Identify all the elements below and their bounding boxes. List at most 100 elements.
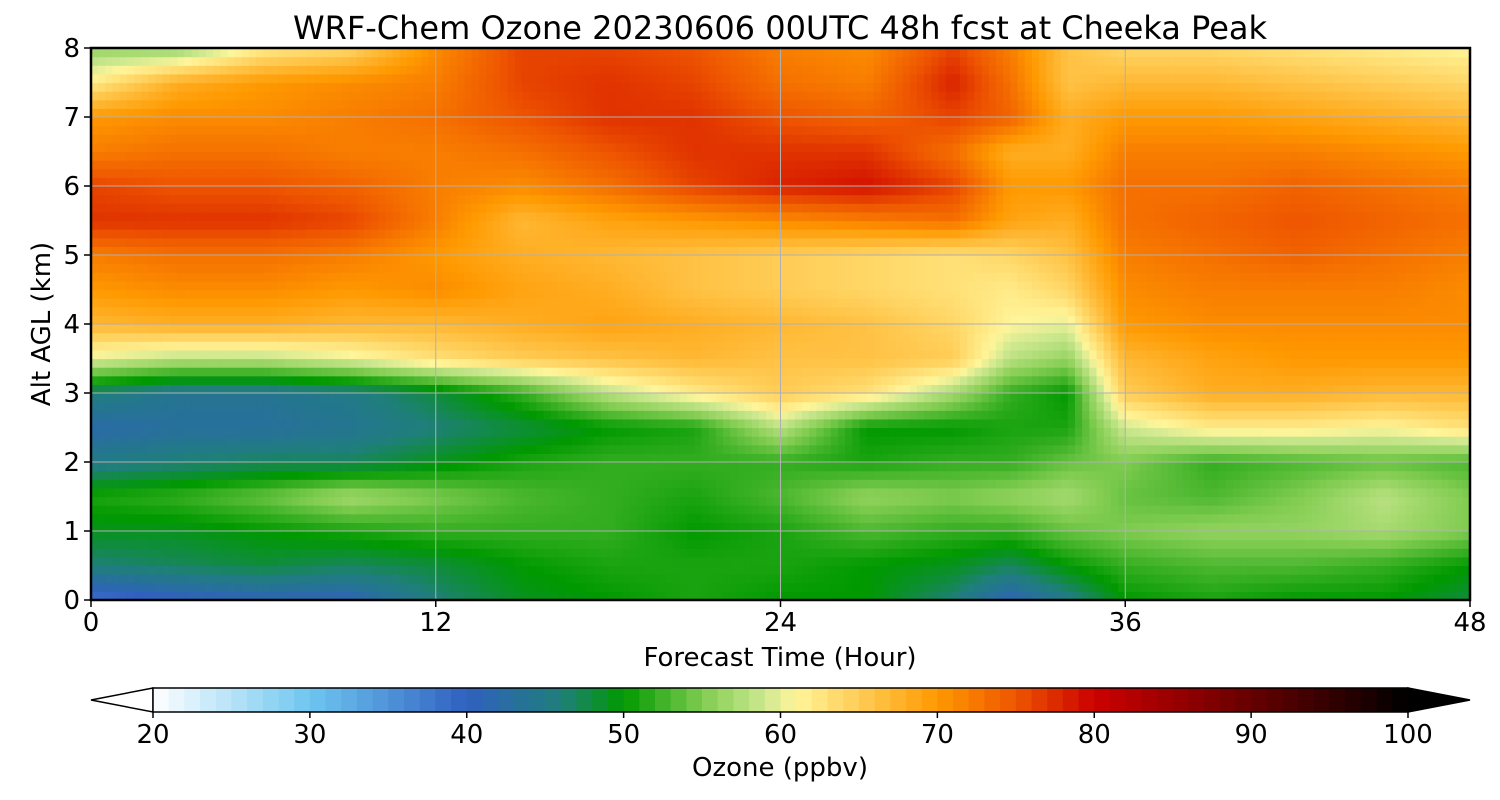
heatmap-cell (586, 349, 595, 360)
heatmap-cell (486, 168, 494, 178)
heatmap-cell (636, 496, 645, 506)
heatmap-cell (608, 203, 616, 213)
heatmap-cell (191, 315, 200, 325)
heatmap-cell (392, 263, 401, 273)
heatmap-cell (392, 444, 401, 454)
heatmap-cell (600, 108, 609, 118)
heatmap-cell (557, 194, 566, 204)
heatmap-cell (284, 65, 293, 75)
heatmap-cell (464, 99, 473, 109)
heatmap-cell (486, 367, 494, 377)
heatmap-cell (170, 556, 178, 567)
heatmap-cell (557, 582, 566, 592)
heatmap-cell (493, 255, 501, 265)
heatmap-cell (184, 444, 193, 454)
heatmap-cell (471, 211, 480, 222)
heatmap-cell (263, 418, 272, 429)
heatmap-cell (105, 574, 114, 584)
heatmap-cell (464, 565, 473, 575)
heatmap-cell (126, 306, 135, 316)
heatmap-cell (493, 108, 501, 118)
heatmap-cell (636, 479, 645, 489)
heatmap-cell (313, 358, 322, 368)
heatmap-cell (256, 211, 264, 222)
heatmap-cell (170, 315, 178, 325)
heatmap-cell (363, 220, 372, 230)
heatmap-cell (636, 151, 645, 161)
heatmap-cell (478, 393, 487, 403)
heatmap-cell (565, 194, 573, 204)
heatmap-cell (385, 418, 394, 429)
heatmap-cell (170, 453, 178, 463)
heatmap-cell (608, 453, 616, 463)
heatmap-cell (600, 211, 609, 222)
heatmap-cell (565, 341, 573, 351)
heatmap-cell (407, 246, 415, 256)
heatmap-cell (335, 220, 343, 230)
heatmap-cell (385, 410, 394, 420)
heatmap-cell (500, 229, 509, 239)
heatmap-cell (600, 565, 609, 575)
heatmap-cell (471, 229, 480, 239)
heatmap-cell (306, 574, 315, 584)
heatmap-cell (328, 289, 336, 299)
heatmap-cell (550, 427, 559, 437)
heatmap-cell (521, 91, 530, 101)
heatmap-cell (464, 548, 473, 558)
heatmap-cell (227, 574, 236, 584)
heatmap-cell (299, 341, 308, 351)
heatmap-cell (457, 160, 466, 170)
heatmap-cell (148, 384, 157, 394)
heatmap-cell (249, 289, 257, 299)
heatmap-cell (471, 125, 480, 135)
heatmap-cell (536, 401, 545, 411)
heatmap-cell (392, 479, 401, 489)
heatmap-cell (493, 556, 501, 567)
heatmap-cell (536, 565, 545, 575)
heatmap-cell (234, 505, 243, 515)
heatmap-cell (220, 73, 229, 84)
heatmap-cell (299, 117, 308, 127)
heatmap-cell (263, 108, 272, 118)
heatmap-cell (514, 177, 523, 187)
heatmap-cell (306, 168, 315, 178)
heatmap-cell (550, 565, 559, 575)
heatmap-cell (328, 393, 336, 403)
heatmap-cell (249, 505, 257, 515)
heatmap-cell (141, 479, 150, 489)
heatmap-cell (292, 574, 300, 584)
heatmap-cell (112, 332, 121, 342)
heatmap-cell (450, 393, 458, 403)
heatmap-cell (342, 565, 351, 575)
heatmap-cell (622, 263, 631, 273)
heatmap-cell (177, 125, 185, 135)
heatmap-cell (313, 160, 322, 170)
heatmap-cell (249, 513, 257, 523)
heatmap-cell (644, 134, 652, 144)
heatmap-cell (378, 306, 387, 316)
heatmap-cell (615, 246, 624, 256)
heatmap-cell (507, 220, 516, 230)
heatmap-cell (263, 462, 272, 472)
heatmap-cell (191, 263, 200, 273)
heatmap-cell (177, 229, 185, 239)
heatmap-cell (91, 401, 99, 411)
heatmap-cell (220, 418, 229, 429)
heatmap-cell (629, 384, 638, 394)
heatmap-cell (270, 487, 279, 498)
heatmap-cell (579, 444, 588, 454)
heatmap-cell (284, 177, 293, 187)
heatmap-cell (428, 203, 437, 213)
heatmap-cell (141, 401, 150, 411)
heatmap-cell (586, 186, 595, 196)
heatmap-cell (98, 444, 106, 454)
heatmap-cell (471, 341, 480, 351)
heatmap-cell (177, 65, 185, 75)
heatmap-cell (557, 393, 566, 403)
heatmap-cell (112, 134, 121, 144)
heatmap-cell (126, 125, 135, 135)
heatmap-cell (126, 332, 135, 342)
heatmap-cell (342, 48, 351, 58)
heatmap-cell (256, 280, 264, 291)
heatmap-cell (586, 436, 595, 446)
